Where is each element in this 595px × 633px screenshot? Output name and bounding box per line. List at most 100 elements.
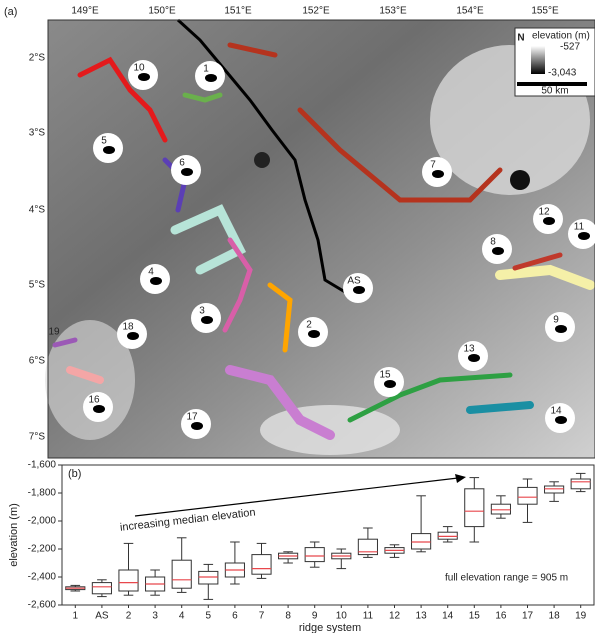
arrow-head [455,474,466,483]
lon-tick-label: 155°E [531,6,559,17]
north-arrow: N [517,33,524,44]
ridge-icon [93,405,105,413]
x-tick-label: 9 [312,611,318,622]
ridge-icon [492,247,504,255]
ridge-label: AS [347,276,361,287]
ridge-icon [384,380,396,388]
ridge-icon [201,316,213,324]
box [199,571,218,584]
lon-tick-label: 153°E [379,6,407,17]
y-tick-label: -2,000 [28,516,57,527]
lon-tick-label: 149°E [71,6,99,17]
box [438,532,457,539]
x-tick-label: 7 [259,611,265,622]
box [571,479,590,489]
lat-tick-label: 4°S [29,205,46,216]
ridge-icon [555,416,567,424]
ridge-label: 17 [186,412,198,423]
box [518,487,537,504]
box [172,560,191,588]
ridge-icon [468,354,480,362]
box [92,583,111,594]
figure: (a) 149°E 150°E 151°E 152°E 153°E 154°E 155°E 2°… [0,0,595,633]
x-tick-label: AS [95,611,109,622]
ridge-icon [578,232,590,240]
x-tick-label: 6 [232,611,238,622]
lat-tick-label: 3°S [29,128,46,139]
ridge-label: 7 [430,160,436,171]
ridge-label: 10 [133,63,145,74]
y-tick-label: -2,200 [28,544,57,555]
x-tick-label: 19 [575,611,587,622]
y-tick-label: -1,600 [28,460,57,471]
ridge-label: 4 [148,267,154,278]
ridge-icon [127,332,139,340]
ridge [470,405,530,410]
box [252,555,271,575]
ridge-icon [191,422,203,430]
lat-tick-label: 2°S [29,53,46,64]
box [305,548,324,562]
ridge-icon [205,74,217,82]
annotation: increasing median elevation [119,507,256,534]
ridge-label: 13 [463,344,475,355]
lon-tick-label: 151°E [224,6,252,17]
box [119,570,138,591]
x-tick-label: 10 [336,611,348,622]
y-tick-label: -2,600 [28,600,57,611]
annotation: full elevation range = 905 m [445,573,568,584]
color-bar [531,46,545,74]
ridge-icon [150,277,162,285]
map [45,20,595,458]
x-tick-label: 1 [73,611,79,622]
y-tick-label: -1,800 [28,488,57,499]
ridge-label: 5 [101,136,107,147]
ridge-label: 15 [379,370,391,381]
x-tick-label: 16 [495,611,507,622]
x-tick-label: 13 [416,611,428,622]
ridge-icon [103,146,115,154]
ridge-label: 1 [203,64,209,75]
y-axis-label: elevation (m) [8,503,20,567]
lon-tick-label: 150°E [148,6,176,17]
lon-tick-label: 152°E [302,6,330,17]
legend-max: -527 [560,42,580,53]
box [465,489,484,527]
panel-label: (a) [4,6,17,18]
ridge-label: 11 [574,222,585,233]
ridge-label: 18 [122,322,134,333]
x-tick-label: 17 [522,611,534,622]
box [412,534,431,549]
x-tick-label: 15 [469,611,481,622]
x-tick-label: 5 [206,611,212,622]
x-tick-label: 18 [549,611,561,622]
x-tick-label: 4 [179,611,185,622]
x-tick-label: 12 [389,611,401,622]
lon-tick-label: 154°E [456,6,484,17]
x-tick-label: 2 [126,611,132,622]
ridge-icon [555,325,567,333]
crater-pit [510,170,530,190]
ridge-label: 2 [306,320,312,331]
axes-frame [62,465,594,605]
ridge-icon [308,330,320,338]
x-axis-label: ridge system [299,622,361,633]
ridge-label: 9 [553,315,559,326]
box [491,504,510,514]
y-tick-label: -2,400 [28,572,57,583]
legend-min: -3,043 [548,68,577,79]
lat-tick-label: 6°S [29,356,46,367]
page: {"map": {"panel_label": "(a)", "lon_tick… [0,0,595,633]
ridge-label: 14 [550,406,562,417]
ridge-icon [181,168,193,176]
ridge-label: 6 [179,158,185,169]
legend-title: elevation (m) [532,31,590,42]
arrow-line [135,478,458,516]
ridge-icon [353,286,365,294]
ridge-icon [543,217,555,225]
plot-frame [62,465,594,605]
crater-pit [254,152,270,168]
x-tick-label: 14 [442,611,454,622]
panel-label: (b) [68,468,81,480]
ridge-label: 16 [88,395,100,406]
